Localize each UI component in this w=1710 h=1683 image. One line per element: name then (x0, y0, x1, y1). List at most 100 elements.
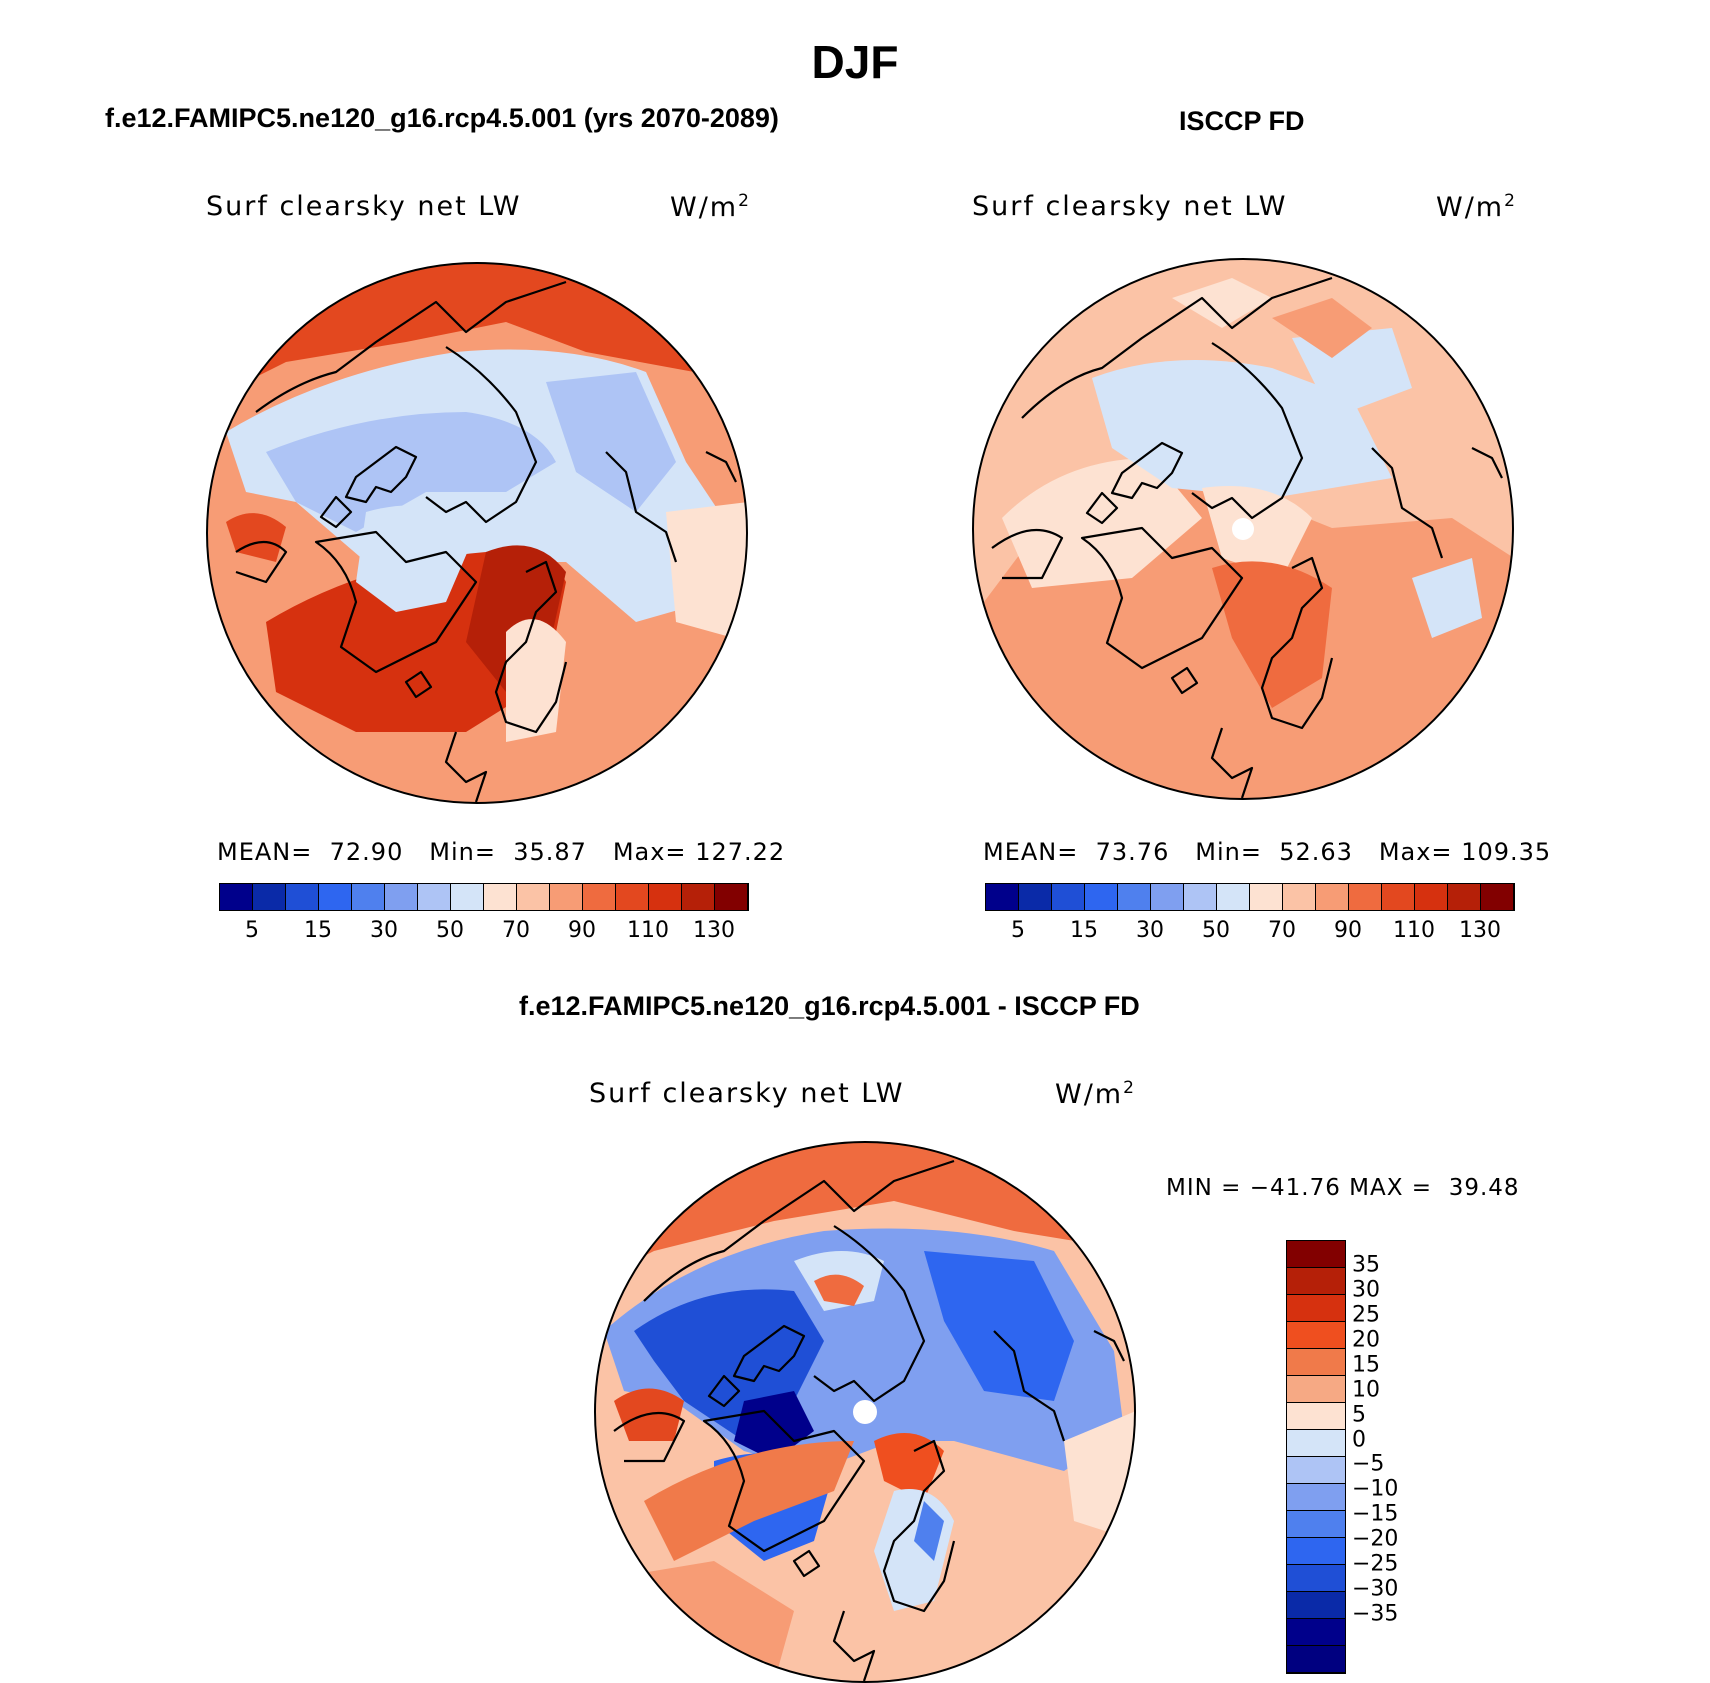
map-field-region (1202, 486, 1312, 578)
mean-label: MEAN= (983, 838, 1079, 866)
coastline (1210, 727, 1254, 799)
right-panel-variable-label: Surf clearsky net LW (972, 191, 1288, 222)
colorbar-box (352, 884, 385, 910)
colorbar-tick-label: 30 (370, 918, 398, 943)
colorbar-box (682, 884, 715, 910)
colorbar-box (649, 884, 682, 910)
colorbar-box (451, 884, 484, 910)
colorbar-tick-label: 50 (436, 918, 464, 943)
units-exponent: 2 (1504, 191, 1515, 211)
pole-hole (853, 1400, 877, 1424)
right-colorbar-ticks: 5 15 30 50 70 90 110 130 (985, 918, 1513, 946)
coastline (425, 346, 538, 524)
colorbar-box (1287, 1484, 1345, 1511)
coastline (1093, 1330, 1125, 1362)
diff-panel-case-title: f.e12.FAMIPC5.ne120_g16.rcp4.5.001 - ISC… (519, 991, 1140, 1021)
colorbar-box (1287, 1295, 1345, 1322)
coastline (702, 1409, 866, 1553)
coastline (1085, 491, 1119, 525)
coastline (494, 560, 568, 734)
coastline (1471, 447, 1503, 479)
colorbar-tick-label: −15 (1352, 1501, 1399, 1527)
right-colorbar (985, 883, 1515, 911)
min-label: Min= (1195, 838, 1262, 866)
map-field-region (644, 1441, 854, 1561)
map-field-region (666, 502, 747, 642)
map-field-region (924, 1251, 1074, 1401)
colorbar-box (715, 884, 748, 910)
colorbar-box (418, 884, 451, 910)
colorbar-tick-label: 15 (304, 918, 332, 943)
colorbar-box (1287, 1592, 1345, 1619)
colorbar-box (1287, 1268, 1345, 1295)
diff-panel-units: W/m2 (1055, 1078, 1134, 1110)
colorbar-box (1349, 884, 1382, 910)
units-base: W/m (1055, 1079, 1124, 1110)
colorbar-box (286, 884, 319, 910)
colorbar-box (1287, 1511, 1345, 1538)
map-field-region (814, 1274, 864, 1306)
coastline (813, 1225, 926, 1403)
colorbar-tick-label: 10 (1352, 1377, 1380, 1403)
mean-label: MEAN= (217, 838, 313, 866)
max-label: Max= (612, 838, 687, 866)
coastline (643, 1159, 955, 1302)
colorbar-tick-label: 110 (627, 918, 669, 943)
coastline (314, 530, 478, 674)
min-label: Min= (429, 838, 496, 866)
colorbar-box (1085, 884, 1118, 910)
colorbar-tick-label: 130 (1459, 918, 1501, 943)
colorbar-tick-label: 35 (1352, 1252, 1380, 1278)
units-base: W/m (1436, 192, 1505, 223)
colorbar-box (1287, 1646, 1345, 1673)
coastline (1170, 666, 1199, 695)
map-field-region (1412, 558, 1482, 638)
colorbar-tick-label: 90 (1334, 918, 1362, 943)
colorbar-tick-label: 5 (245, 918, 259, 943)
coastline (255, 280, 567, 413)
coastline (235, 540, 288, 584)
map-field-region (1092, 360, 1392, 498)
colorbar-box (1250, 884, 1283, 910)
colorbar-tick-label: 110 (1393, 918, 1435, 943)
right-polar-map (972, 258, 1514, 800)
right-panel-stats: MEAN= 73.76 Min= 52.63 Max= 109.35 (983, 838, 1551, 866)
colorbar-box (1316, 884, 1349, 910)
colorbar-box (1287, 1241, 1345, 1268)
units-exponent: 2 (738, 191, 749, 211)
colorbar-tick-label: −30 (1352, 1576, 1399, 1602)
map-field-region (1272, 298, 1372, 358)
map-field-region (546, 372, 676, 512)
colorbar-box (1287, 1376, 1345, 1403)
coastline (344, 445, 418, 504)
left-polar-map (206, 262, 748, 804)
left-panel-units: W/m2 (670, 191, 749, 223)
diff-colorbar-ticks: 35 30 25 20 15 10 5 0 −5 −10 −15 −20 −25 −30 −35 (1352, 1240, 1462, 1674)
coastline (1371, 447, 1444, 559)
colorbar-box (1217, 884, 1250, 910)
colorbar-box (319, 884, 352, 910)
colorbar-box (1382, 884, 1415, 910)
colorbar-tick-label: 130 (693, 918, 735, 943)
coastline (605, 451, 678, 563)
colorbar-box (1052, 884, 1085, 910)
coastline (1191, 342, 1304, 520)
colorbar-box (1287, 1403, 1345, 1430)
colorbar-tick-label: 25 (1352, 1302, 1380, 1328)
diff-panel-variable-label: Surf clearsky net LW (589, 1078, 905, 1109)
colorbar-box (550, 884, 583, 910)
max-value: 127.22 (695, 838, 786, 866)
colorbar-box (1415, 884, 1448, 910)
colorbar-box (1287, 1538, 1345, 1565)
diff-panel-minmax: MIN = −41.76 MAX = 39.48 (1166, 1175, 1520, 1201)
coastline (1110, 441, 1184, 500)
colorbar-tick-label: 50 (1202, 918, 1230, 943)
coastline (444, 731, 488, 803)
colorbar-tick-label: −35 (1352, 1601, 1399, 1627)
right-panel-case-title: ISCCP FD (1179, 106, 1305, 136)
colorbar-box (1283, 884, 1316, 910)
min-value: 35.87 (513, 838, 587, 866)
colorbar-box (1287, 1349, 1345, 1376)
coastline (993, 1330, 1066, 1442)
colorbar-tick-label: 90 (568, 918, 596, 943)
